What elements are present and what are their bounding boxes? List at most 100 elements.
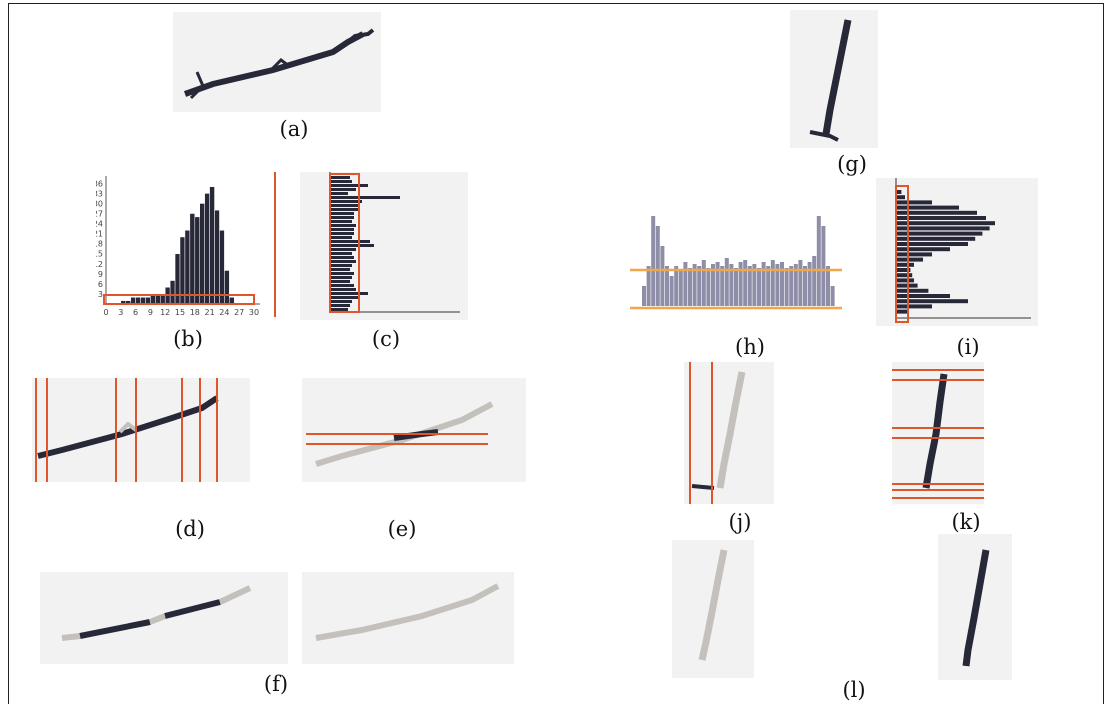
stroke-k-drawing bbox=[892, 369, 984, 499]
hist-i-bar bbox=[896, 190, 902, 194]
hist-b-x-tick: 3 bbox=[118, 308, 123, 317]
hist-h-bar bbox=[830, 286, 835, 306]
hist-h-bar bbox=[812, 256, 817, 306]
hist-c-bar bbox=[330, 296, 358, 299]
panel-f-stroke-right bbox=[302, 572, 514, 664]
hist-b-y-tick: 33 bbox=[96, 189, 103, 198]
hist-b-x-tick: 24 bbox=[219, 308, 229, 317]
hist-b-bar bbox=[219, 230, 225, 305]
hist-b-bar bbox=[204, 193, 210, 305]
hist-i-bar bbox=[896, 210, 977, 215]
hist-h-bar bbox=[706, 268, 711, 306]
hist-h-bar bbox=[692, 264, 697, 306]
hist-b-x-tick: 12 bbox=[160, 308, 170, 317]
hist-h-bar bbox=[697, 266, 702, 306]
panel-d-stroke bbox=[32, 378, 250, 482]
hist-b-y-tick: 30 bbox=[96, 199, 103, 208]
hist-c-bar bbox=[330, 292, 368, 295]
hist-c-bar bbox=[330, 256, 354, 259]
hist-h-bar bbox=[775, 264, 780, 306]
hist-c-bar bbox=[330, 268, 350, 271]
panel-l-stroke-left bbox=[672, 540, 754, 678]
hist-c-bar bbox=[330, 252, 352, 255]
stroke-a-drawing bbox=[183, 28, 375, 100]
hist-b-y-tick: 3 bbox=[98, 290, 103, 299]
hist-i-bar bbox=[896, 236, 976, 241]
hist-b-x-tick: 21 bbox=[205, 308, 215, 317]
hist-b-y-tick: 21 bbox=[96, 230, 103, 239]
caption-g: (g) bbox=[837, 152, 867, 176]
hist-c-bar bbox=[330, 264, 352, 267]
hist-c-bar bbox=[330, 192, 348, 195]
hist-h-bar bbox=[784, 268, 789, 306]
hist-b-bar bbox=[140, 297, 146, 305]
hist-c-bar bbox=[330, 212, 354, 215]
panel-h-histogram bbox=[630, 178, 842, 328]
hist-i-bar bbox=[896, 273, 913, 278]
hist-h-bar bbox=[678, 270, 683, 306]
stroke-l-left-drawing bbox=[698, 549, 728, 661]
panel-j-stroke bbox=[684, 362, 774, 504]
caption-h: (h) bbox=[735, 335, 765, 359]
hist-i-bar bbox=[896, 268, 911, 272]
hist-b-bar bbox=[169, 280, 176, 305]
caption-d: (d) bbox=[175, 517, 205, 541]
histogram-b-chart: 036912151821242730369121518212427303336 bbox=[96, 176, 260, 317]
hist-h-bar bbox=[752, 264, 757, 306]
hist-c-bar bbox=[330, 280, 350, 283]
hist-h-bar bbox=[738, 262, 743, 306]
hist-b-bar bbox=[179, 236, 186, 305]
hist-c-bar bbox=[330, 276, 352, 279]
hist-h-bar bbox=[711, 264, 715, 306]
histogram-i-chart bbox=[895, 178, 1031, 323]
hist-h-bar bbox=[720, 266, 725, 306]
hist-i-bar bbox=[896, 195, 905, 200]
hist-c-bar bbox=[330, 220, 352, 223]
caption-l: (l) bbox=[842, 678, 866, 702]
hist-c-bar bbox=[330, 176, 350, 179]
hist-i-bar bbox=[896, 278, 914, 283]
stroke-e-drawing bbox=[306, 401, 494, 467]
hist-b-y-tick: 24 bbox=[96, 220, 103, 229]
caption-f: (f) bbox=[263, 672, 289, 696]
hist-h-bar bbox=[724, 258, 729, 306]
hist-i-bar bbox=[896, 252, 932, 257]
figure-frame bbox=[8, 3, 1104, 704]
hist-c-bar bbox=[330, 188, 356, 191]
caption-b: (b) bbox=[173, 327, 203, 351]
hist-h-bar bbox=[655, 226, 660, 306]
panel-a-stroke bbox=[173, 12, 381, 112]
histogram-h-chart bbox=[630, 216, 842, 310]
hist-c-bar bbox=[330, 248, 356, 251]
hist-b-y-tick: 9 bbox=[98, 270, 103, 279]
stroke-f-right-drawing bbox=[315, 583, 500, 641]
hist-i-bar bbox=[896, 205, 959, 210]
hist-c-bar bbox=[330, 236, 352, 239]
caption-a: (a) bbox=[279, 117, 309, 141]
hist-h-bar bbox=[757, 268, 761, 306]
hist-c-bar bbox=[330, 260, 356, 263]
hist-i-bar bbox=[896, 309, 909, 314]
hist-b-x-tick: 30 bbox=[249, 308, 259, 317]
hist-b-bar bbox=[194, 216, 200, 305]
stroke-d-drawing bbox=[35, 378, 219, 482]
hist-b-bar bbox=[145, 297, 151, 305]
hist-c-bar bbox=[330, 216, 354, 219]
hist-h-bar bbox=[798, 260, 803, 306]
hist-c-bar bbox=[330, 288, 356, 291]
caption-e: (e) bbox=[387, 517, 417, 541]
hist-b-x-tick: 0 bbox=[103, 308, 108, 317]
hist-b-x-tick: 9 bbox=[148, 308, 153, 317]
hist-b-y-tick: 18 bbox=[96, 240, 103, 249]
hist-b-bar bbox=[174, 253, 181, 305]
panel-i-histogram bbox=[876, 178, 1038, 326]
hist-h-bar bbox=[793, 264, 798, 306]
hist-c-bar bbox=[330, 180, 352, 183]
hist-i-bar bbox=[896, 221, 995, 226]
hist-i-bar bbox=[896, 304, 932, 309]
hist-b-bar bbox=[209, 186, 215, 305]
hist-h-bar bbox=[807, 262, 812, 306]
stroke-l-right-drawing bbox=[962, 549, 990, 667]
hist-h-bar bbox=[743, 260, 748, 306]
hist-h-bar bbox=[803, 266, 807, 306]
